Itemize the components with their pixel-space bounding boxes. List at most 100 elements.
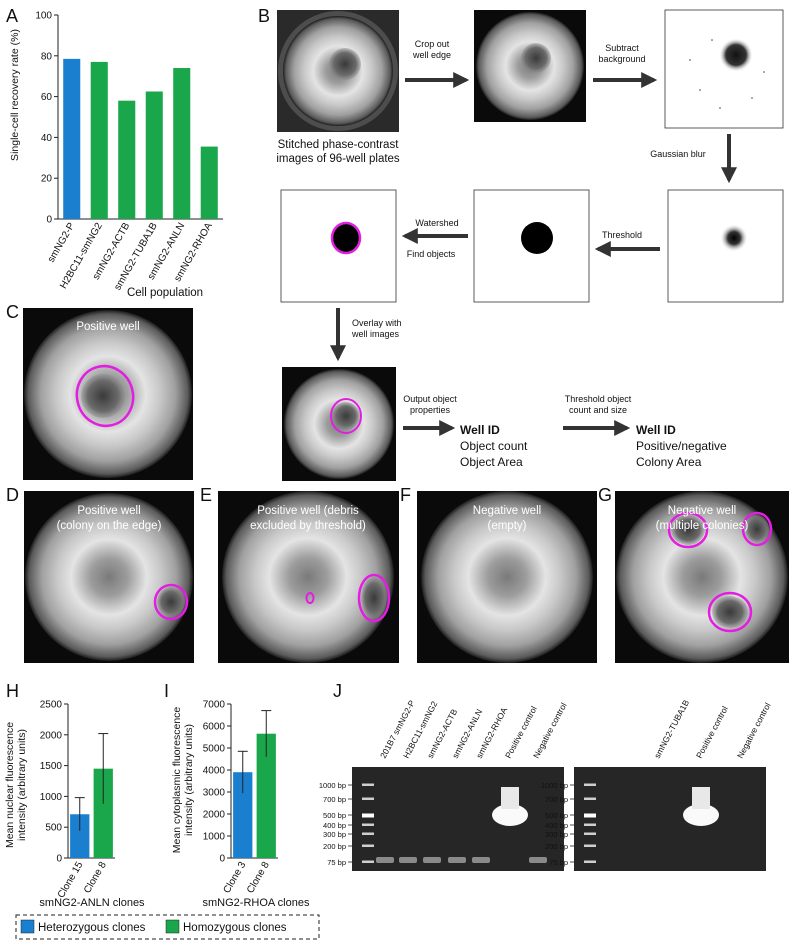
pcr-band-faint	[399, 857, 417, 863]
step-output-1: Output object	[403, 394, 457, 404]
bar	[173, 68, 191, 219]
bar	[118, 100, 136, 219]
stitched-plate-image	[277, 10, 399, 132]
panelH-ylabel-2: intensity (arbitrary units)	[16, 729, 28, 841]
ladder-band	[362, 823, 374, 826]
bar	[63, 58, 81, 219]
well-C-label: Positive well	[76, 321, 139, 333]
panelH-ylabel-1: Mean nuclear fluorescence	[4, 722, 16, 848]
pcr-band-strong	[683, 804, 719, 826]
well-image-F	[417, 491, 597, 663]
ladder-band	[362, 783, 374, 786]
step-output-2: properties	[410, 405, 451, 415]
lane-label: smNG2-TUBA1B	[652, 698, 691, 760]
well-E-label-2: excluded by threshold)	[250, 520, 366, 532]
ladder-label: 75 bp	[327, 858, 346, 867]
bar	[233, 772, 253, 858]
ladder-band	[584, 797, 596, 800]
y-tick-label: 0	[46, 215, 52, 226]
ladder-band	[362, 844, 374, 847]
legend: Heterozygous clones Homozygous clones	[15, 914, 320, 940]
ladder-band	[362, 860, 374, 863]
well-image-G	[615, 491, 789, 663]
panel-letter-B: B	[258, 6, 270, 26]
bar	[90, 61, 108, 219]
out2-title: Well ID	[636, 423, 676, 437]
ladder-label: 400 bp	[545, 821, 568, 830]
ladder-band	[584, 823, 596, 826]
blurred-image	[667, 189, 784, 303]
ladder-label: 500 bp	[323, 811, 346, 820]
panel-letter-J: J	[333, 681, 342, 701]
out1-title: Well ID	[460, 423, 500, 437]
y-tick-label: 5000	[203, 744, 226, 755]
well-G-label-1: Negative well	[668, 505, 736, 517]
panel-letter-G: G	[598, 485, 612, 505]
ladder-label: 200 bp	[323, 842, 346, 851]
step-thr2-1: Threshold object	[565, 394, 632, 404]
pcr-band-faint	[423, 857, 441, 863]
well-G-label-2: (multiple colonies)	[656, 520, 749, 532]
step-blur: Gaussian blur	[650, 149, 706, 159]
y-tick-label: 1000	[203, 832, 226, 843]
ladder-band	[362, 813, 374, 818]
well-F-label-1: Negative well	[473, 505, 541, 517]
well-E-label-1: Positive well (debris	[257, 505, 359, 517]
ladder-band	[584, 860, 596, 863]
chart-panel-A: 020406080100smNG2-PH2BC11-smNG2smNG2-ACT…	[35, 11, 223, 292]
panel-letter-E: E	[200, 485, 212, 505]
y-tick-label: 0	[219, 854, 225, 865]
pcr-smear	[501, 787, 519, 809]
ladder-label: 200 bp	[545, 842, 568, 851]
well-image-D	[24, 491, 194, 663]
ladder-band	[584, 844, 596, 847]
ladder-band	[584, 832, 596, 835]
bar	[145, 91, 163, 219]
step-threshold: Threshold	[602, 230, 642, 240]
legend-swatch-het	[20, 919, 35, 934]
y-tick-label: 2000	[203, 810, 226, 821]
bar	[200, 146, 218, 219]
step-crop-1: Crop out	[415, 39, 450, 49]
y-tick-label: 100	[35, 11, 52, 22]
thresholded-image	[473, 189, 590, 303]
stitched-caption-2: images of 96-well plates	[276, 153, 400, 165]
bar	[256, 733, 276, 858]
y-tick-label: 80	[41, 51, 53, 62]
cropped-well-image	[474, 10, 586, 122]
pcr-band-faint	[472, 857, 490, 863]
ladder-label: 700 bp	[545, 795, 568, 804]
y-tick-label: 1000	[40, 792, 63, 803]
panelH-xlabel: smNG2-ANLN clones	[39, 897, 145, 909]
out2-line1: Positive/negative	[636, 439, 727, 453]
panelA-xlabel: Cell population	[127, 287, 203, 299]
panel-letter-F: F	[400, 485, 411, 505]
step-subtract-1: Subtract	[605, 43, 639, 53]
well-F-label-2: (empty)	[488, 520, 527, 532]
ladder-label: 300 bp	[545, 830, 568, 839]
category-label: Clone 8	[82, 860, 109, 896]
category-label: Clone 15	[56, 860, 86, 901]
stitched-caption-1: Stitched phase-contrast	[278, 139, 400, 151]
pcr-smear	[692, 787, 710, 809]
panel-letter-H: H	[6, 681, 19, 701]
gel-image	[352, 767, 564, 871]
step-crop-2: well edge	[412, 50, 451, 60]
panelI-ylabel-2: intensity (arbitrary units)	[183, 724, 195, 836]
out2-line2: Colony Area	[636, 455, 702, 469]
ladder-band	[362, 832, 374, 835]
panel-letter-I: I	[164, 681, 169, 701]
legend-swatch-hom	[165, 919, 180, 934]
ladder-label: 300 bp	[323, 830, 346, 839]
ladder-band	[584, 783, 596, 786]
step-thr2-2: count and size	[569, 405, 627, 415]
ladder-band	[362, 797, 374, 800]
y-tick-label: 1500	[40, 761, 63, 772]
y-tick-label: 3000	[203, 788, 226, 799]
ladder-label: 700 bp	[323, 795, 346, 804]
y-tick-label: 20	[41, 174, 53, 185]
pcr-band-strong	[492, 804, 528, 826]
gel-image	[574, 767, 766, 871]
